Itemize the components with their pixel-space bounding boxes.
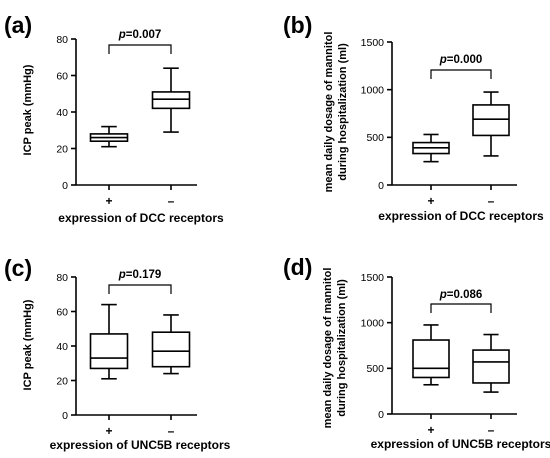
y-axis-label-line-1: mean daily dosage of mannitol bbox=[322, 268, 334, 429]
significance-bracket bbox=[430, 303, 492, 313]
x-tick-label: + bbox=[105, 424, 112, 438]
y-tick-label: 1000 bbox=[361, 84, 385, 96]
plot-area: 0 500 1000 1500 + – bbox=[361, 37, 517, 208]
x-tick-label: – bbox=[168, 194, 175, 208]
panel-b: (b) mean daily dosage of mannitol during… bbox=[283, 12, 544, 223]
panel-d: (d) mean daily dosage of mannitol during… bbox=[283, 254, 550, 451]
y-tick-label: 40 bbox=[56, 341, 68, 353]
p-value-annotation: p=0.179 bbox=[118, 269, 162, 281]
y-axis-label-line-2: during hospitalization (ml) bbox=[336, 279, 348, 417]
y-tick-label: 1500 bbox=[361, 37, 385, 49]
y-tick-label: 20 bbox=[56, 375, 68, 387]
y-tick-label: 500 bbox=[366, 132, 384, 144]
x-tick-label: + bbox=[427, 423, 434, 437]
y-tick-label: 60 bbox=[56, 306, 68, 318]
iqr-box bbox=[412, 339, 450, 379]
panel-label: (b) bbox=[283, 12, 312, 38]
x-axis-label: expression of DCC receptors bbox=[378, 209, 544, 223]
significance-bracket bbox=[108, 44, 172, 54]
y-axis-label: ICP peak (mmHg) bbox=[22, 64, 34, 155]
iqr-box bbox=[89, 333, 129, 370]
plot-area: 0 20 40 60 80 + – bbox=[56, 34, 197, 208]
y-axis-label-line-1: mean daily dosage of mannitol bbox=[323, 32, 335, 193]
y-tick-label: 80 bbox=[56, 34, 68, 46]
x-tick-label: – bbox=[168, 424, 175, 438]
x-axis-label: expression of UNC5B receptors bbox=[50, 438, 231, 452]
y-tick-label: 40 bbox=[56, 107, 68, 119]
p-value-annotation: p=0.086 bbox=[439, 289, 483, 301]
iqr-box bbox=[151, 331, 191, 368]
y-axis-label: ICP peak (mmHg) bbox=[22, 299, 34, 390]
x-tick-label: – bbox=[488, 423, 495, 437]
panel-label: (a) bbox=[4, 12, 32, 38]
iqr-box bbox=[472, 349, 510, 384]
x-tick-label: + bbox=[427, 194, 434, 208]
p-value-annotation: p=0.007 bbox=[118, 29, 162, 41]
x-tick-label: + bbox=[105, 194, 112, 208]
plot-area: 0 20 40 60 80 + – bbox=[56, 272, 197, 438]
x-tick-label: – bbox=[488, 194, 495, 208]
y-tick-label: 1500 bbox=[361, 272, 385, 284]
y-tick-label: 60 bbox=[56, 70, 68, 82]
y-tick-label: 80 bbox=[56, 272, 68, 284]
x-axis-label: expression of UNC5B receptors bbox=[371, 437, 550, 451]
x-axis-label: expression of DCC receptors bbox=[58, 211, 224, 225]
iqr-box bbox=[151, 91, 191, 110]
y-tick-label: 0 bbox=[378, 180, 384, 192]
significance-bracket bbox=[108, 284, 172, 294]
panel-label: (d) bbox=[283, 254, 312, 280]
y-axis-label-line-2: during hospitalization (ml) bbox=[337, 43, 349, 181]
y-tick-label: 1000 bbox=[361, 317, 385, 329]
panel-label: (c) bbox=[4, 255, 32, 281]
y-tick-label: 500 bbox=[366, 363, 384, 375]
y-tick-label: 0 bbox=[62, 410, 68, 422]
y-tick-label: 0 bbox=[62, 180, 68, 192]
panel-a: (a) ICP peak (mmHg) expression of DCC re… bbox=[4, 12, 224, 225]
y-tick-label: 20 bbox=[56, 143, 68, 155]
plot-area: 0 500 1000 1500 + – bbox=[361, 272, 517, 437]
panel-c: (c) ICP peak (mmHg) expression of UNC5B … bbox=[4, 255, 231, 452]
p-value-annotation: p=0.000 bbox=[439, 54, 483, 66]
significance-bracket bbox=[430, 69, 492, 79]
y-tick-label: 0 bbox=[378, 409, 384, 421]
iqr-box bbox=[472, 104, 510, 137]
